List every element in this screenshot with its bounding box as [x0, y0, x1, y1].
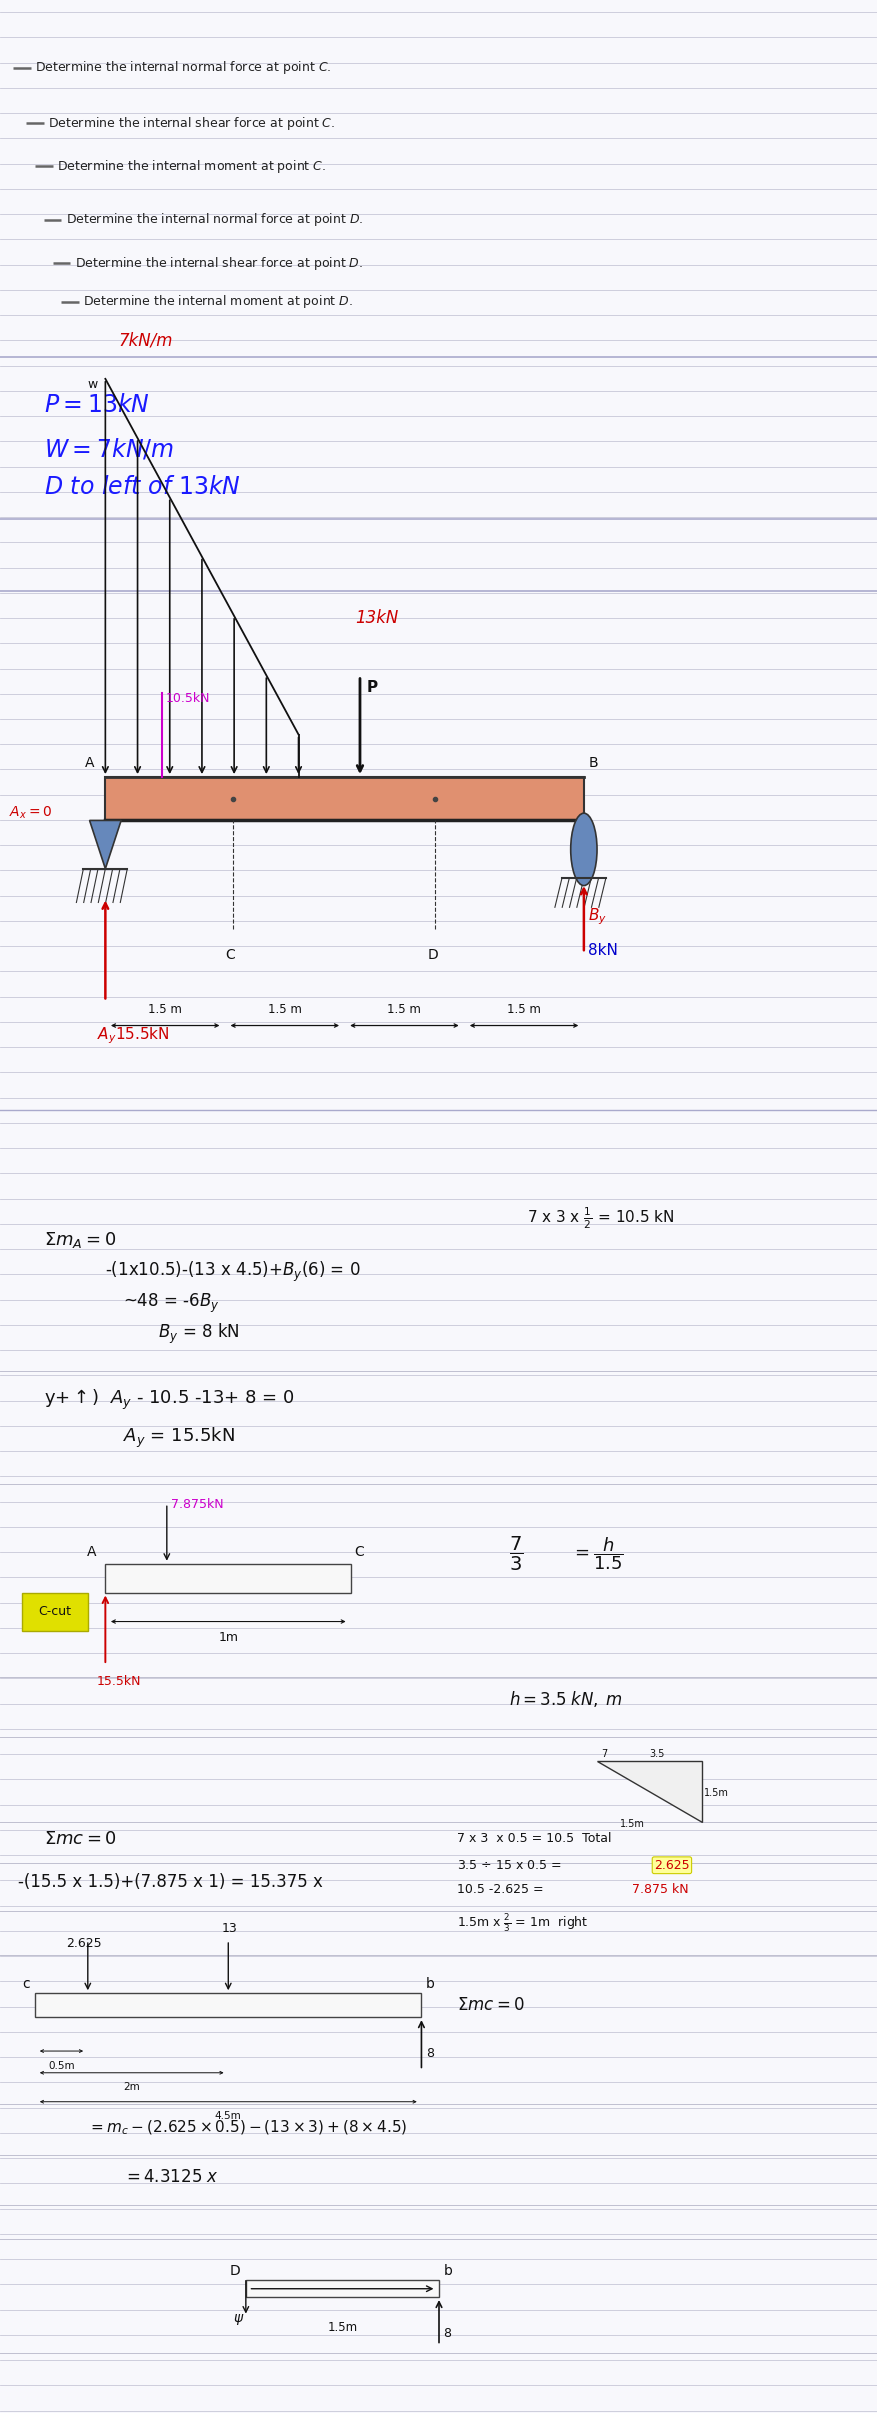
Text: $A_y$15.5kN: $A_y$15.5kN	[96, 1026, 169, 1047]
Text: 3.5 $\div$ 15 x 0.5 =: 3.5 $\div$ 15 x 0.5 =	[456, 1858, 560, 1872]
Text: A: A	[87, 1544, 96, 1559]
Text: 8: 8	[443, 2326, 451, 2341]
Text: b: b	[443, 2263, 452, 2278]
Text: $= \dfrac{h}{1.5}$: $= \dfrac{h}{1.5}$	[570, 1535, 623, 1573]
Text: 8kN: 8kN	[588, 943, 617, 958]
Bar	[105, 1564, 351, 1593]
Text: Determine the internal moment at point $C$.: Determine the internal moment at point $…	[57, 157, 326, 176]
Text: 13kN: 13kN	[355, 610, 398, 627]
Text: 7 x 3  x 0.5 = 10.5  Total: 7 x 3 x 0.5 = 10.5 Total	[456, 1831, 610, 1846]
Text: 10.5 -2.625 =: 10.5 -2.625 =	[456, 1882, 546, 1897]
Text: $\dfrac{7}{3}$: $\dfrac{7}{3}$	[509, 1535, 523, 1573]
Text: b: b	[425, 1976, 434, 1991]
Polygon shape	[89, 820, 121, 869]
Text: $D\ to\ left\ of\ 13kN$: $D\ to\ left\ of\ 13kN$	[44, 475, 240, 499]
Text: 1.5m x $\frac{2}{3}$ = 1m  right: 1.5m x $\frac{2}{3}$ = 1m right	[456, 1911, 588, 1935]
Text: 15.5kN: 15.5kN	[96, 1675, 141, 1687]
Text: $= 4.3125\;x$: $= 4.3125\;x$	[123, 2167, 217, 2186]
Text: $A_x = 0$: $A_x = 0$	[9, 806, 52, 820]
Text: P: P	[367, 680, 378, 695]
Text: 7.875kN: 7.875kN	[171, 1498, 224, 1511]
Text: $B_y$: $B_y$	[588, 907, 606, 927]
Text: -(15.5 x 1.5)+(7.875 x 1) = 15.375 x: -(15.5 x 1.5)+(7.875 x 1) = 15.375 x	[18, 1872, 322, 1892]
Text: $W = 7kN/m$: $W = 7kN/m$	[44, 437, 174, 461]
Text: Determine the internal normal force at point $C$.: Determine the internal normal force at p…	[35, 58, 332, 77]
Text: C-cut: C-cut	[38, 1605, 71, 1619]
Text: 7.875 kN: 7.875 kN	[631, 1882, 688, 1897]
Polygon shape	[596, 1761, 702, 1822]
Text: -(1x10.5)-(13 x 4.5)+$B_y$(6) = 0: -(1x10.5)-(13 x 4.5)+$B_y$(6) = 0	[105, 1260, 360, 1284]
Text: 13: 13	[221, 1923, 237, 1935]
Text: 7 x 3 x $\frac{1}{2}$ = 10.5 kN: 7 x 3 x $\frac{1}{2}$ = 10.5 kN	[526, 1206, 674, 1231]
Text: ~48 = -6$B_y$: ~48 = -6$B_y$	[123, 1291, 219, 1315]
Text: 2m: 2m	[123, 2082, 140, 2092]
Circle shape	[570, 813, 596, 886]
Bar	[35, 1993, 421, 2017]
Text: D: D	[230, 2263, 240, 2278]
Text: $\Sigma m_A = 0$: $\Sigma m_A = 0$	[44, 1231, 116, 1250]
Text: 4.5m: 4.5m	[215, 2111, 241, 2121]
Text: 1.5 m: 1.5 m	[148, 1004, 182, 1016]
Text: 1.5m: 1.5m	[327, 2321, 357, 2333]
Text: $= m_c -(2.625 \times 0.5)-(13 \times 3)+(8 \times 4.5)$: $= m_c -(2.625 \times 0.5)-(13 \times 3)…	[88, 2119, 407, 2138]
Text: $P = 13kN$: $P = 13kN$	[44, 393, 150, 417]
Text: 3.5: 3.5	[649, 1749, 665, 1759]
Text: 1.5 m: 1.5 m	[267, 1004, 302, 1016]
Text: Determine the internal normal force at point $D$.: Determine the internal normal force at p…	[66, 210, 363, 229]
Text: C: C	[225, 948, 235, 963]
Text: 1.5 m: 1.5 m	[507, 1004, 540, 1016]
Text: $A_y$ = 15.5kN: $A_y$ = 15.5kN	[123, 1426, 235, 1450]
Text: 8: 8	[425, 2046, 433, 2061]
Text: c: c	[22, 1976, 30, 1991]
Text: $B_y$ = 8 kN: $B_y$ = 8 kN	[158, 1322, 239, 1346]
Text: 1.5m: 1.5m	[703, 1788, 728, 1798]
Text: $h = 3.5\;kN,\;m$: $h = 3.5\;kN,\;m$	[509, 1689, 623, 1708]
Text: Determine the internal moment at point $D$.: Determine the internal moment at point $…	[83, 292, 353, 311]
Bar	[22, 1593, 88, 1631]
Text: 10.5kN: 10.5kN	[166, 693, 210, 705]
Text: 1.5 m: 1.5 m	[387, 1004, 421, 1016]
Text: 1.5m: 1.5m	[619, 1819, 644, 1829]
Text: D: D	[427, 948, 438, 963]
Text: A: A	[85, 755, 95, 770]
Text: 1m: 1m	[218, 1631, 238, 1643]
Text: Determine the internal shear force at point $C$.: Determine the internal shear force at po…	[48, 113, 335, 133]
Text: 2.625: 2.625	[653, 1858, 689, 1872]
Text: $\Sigma mc = 0$: $\Sigma mc = 0$	[44, 1829, 117, 1848]
Text: 7kN/m: 7kN/m	[118, 333, 173, 350]
Text: Determine the internal shear force at point $D$.: Determine the internal shear force at po…	[75, 253, 362, 273]
Text: 2.625: 2.625	[66, 1938, 102, 1950]
Text: 7: 7	[601, 1749, 607, 1759]
Text: w: w	[88, 379, 98, 391]
Bar	[246, 2280, 438, 2297]
Bar	[105, 777, 583, 820]
Text: B: B	[588, 755, 597, 770]
Text: $\psi$: $\psi$	[232, 2312, 244, 2326]
Text: C: C	[354, 1544, 364, 1559]
Text: y+$\uparrow$)  $A_y$ - 10.5 -13+ 8 = 0: y+$\uparrow$) $A_y$ - 10.5 -13+ 8 = 0	[44, 1387, 294, 1412]
Text: $\Sigma mc = 0$: $\Sigma mc = 0$	[456, 1996, 524, 2015]
Text: 0.5m: 0.5m	[48, 2061, 75, 2070]
